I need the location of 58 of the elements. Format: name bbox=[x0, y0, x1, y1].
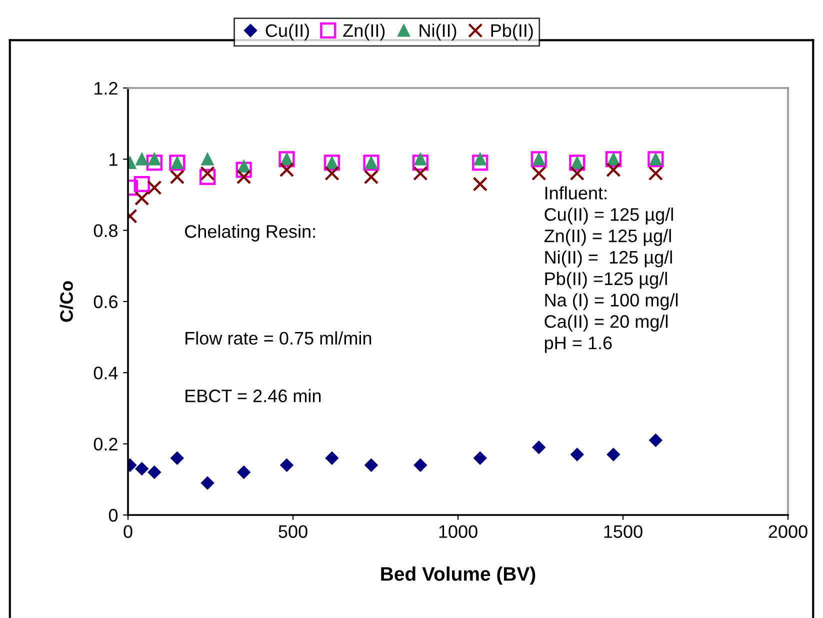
point bbox=[325, 451, 339, 465]
legend-label: Cu(II) bbox=[266, 24, 309, 41]
point bbox=[134, 190, 150, 206]
y-tick-label: 0.8 bbox=[94, 224, 118, 238]
point bbox=[200, 166, 215, 181]
point bbox=[472, 176, 488, 192]
x-tick-label: 0 bbox=[124, 525, 132, 538]
point bbox=[134, 176, 150, 192]
x-tick-label: 2000 bbox=[768, 525, 808, 538]
point bbox=[147, 180, 162, 195]
point bbox=[606, 448, 620, 462]
x-tick-label: 500 bbox=[278, 525, 308, 538]
point bbox=[280, 458, 294, 472]
point bbox=[472, 154, 488, 171]
y-tick-label: 0 bbox=[108, 508, 118, 522]
point bbox=[170, 170, 185, 184]
point bbox=[570, 166, 584, 181]
y-tick-label: 0.4 bbox=[94, 366, 118, 380]
legend-label: Ni(II) bbox=[420, 24, 456, 41]
y-tick-label: 1.2 bbox=[94, 82, 118, 95]
point bbox=[474, 451, 487, 465]
point bbox=[606, 162, 621, 178]
point bbox=[236, 170, 252, 184]
point bbox=[279, 162, 294, 178]
point bbox=[148, 466, 161, 479]
point bbox=[414, 458, 427, 472]
point bbox=[412, 154, 428, 171]
point bbox=[236, 162, 252, 178]
point bbox=[237, 466, 250, 479]
x-axis-title: Bed Volume (BV) bbox=[381, 566, 536, 585]
point bbox=[364, 458, 378, 472]
point bbox=[649, 434, 662, 447]
point bbox=[146, 154, 162, 171]
point bbox=[201, 152, 214, 166]
point bbox=[136, 152, 148, 166]
point bbox=[170, 451, 184, 465]
point bbox=[135, 462, 148, 476]
legend-label: Pb(II) bbox=[491, 24, 533, 41]
annotation: Influent: Cu(II) = 125 µg/l Zn(II) = 125 µg/l Ni(II) = 125 µg/l Pb(II) =125 µg/l Na (I) = 100 mg/l Ca(II) = 20 mg/l pH = 1.6 bbox=[544, 186, 678, 353]
annotation: EBCT = 2.46 min bbox=[186, 389, 321, 402]
x-tick-label: 1000 bbox=[439, 525, 478, 538]
point bbox=[199, 168, 216, 186]
point bbox=[413, 166, 428, 181]
y-tick-label: 0.6 bbox=[94, 295, 118, 308]
point bbox=[200, 476, 214, 490]
point bbox=[531, 166, 546, 181]
y-axis-title: C/Co bbox=[60, 281, 74, 322]
point bbox=[364, 170, 379, 184]
annotation: Flow rate = 0.75 ml/min bbox=[186, 331, 372, 345]
point bbox=[532, 440, 546, 454]
legend-label: Zn(II) bbox=[343, 24, 385, 41]
y-tick-label: 0.2 bbox=[94, 438, 118, 451]
x-tick-label: 1500 bbox=[604, 525, 642, 538]
point bbox=[570, 448, 584, 462]
annotation: Chelating Resin: bbox=[185, 224, 315, 242]
y-tick-label: 1 bbox=[110, 153, 118, 166]
point bbox=[324, 166, 340, 181]
point bbox=[648, 166, 664, 181]
